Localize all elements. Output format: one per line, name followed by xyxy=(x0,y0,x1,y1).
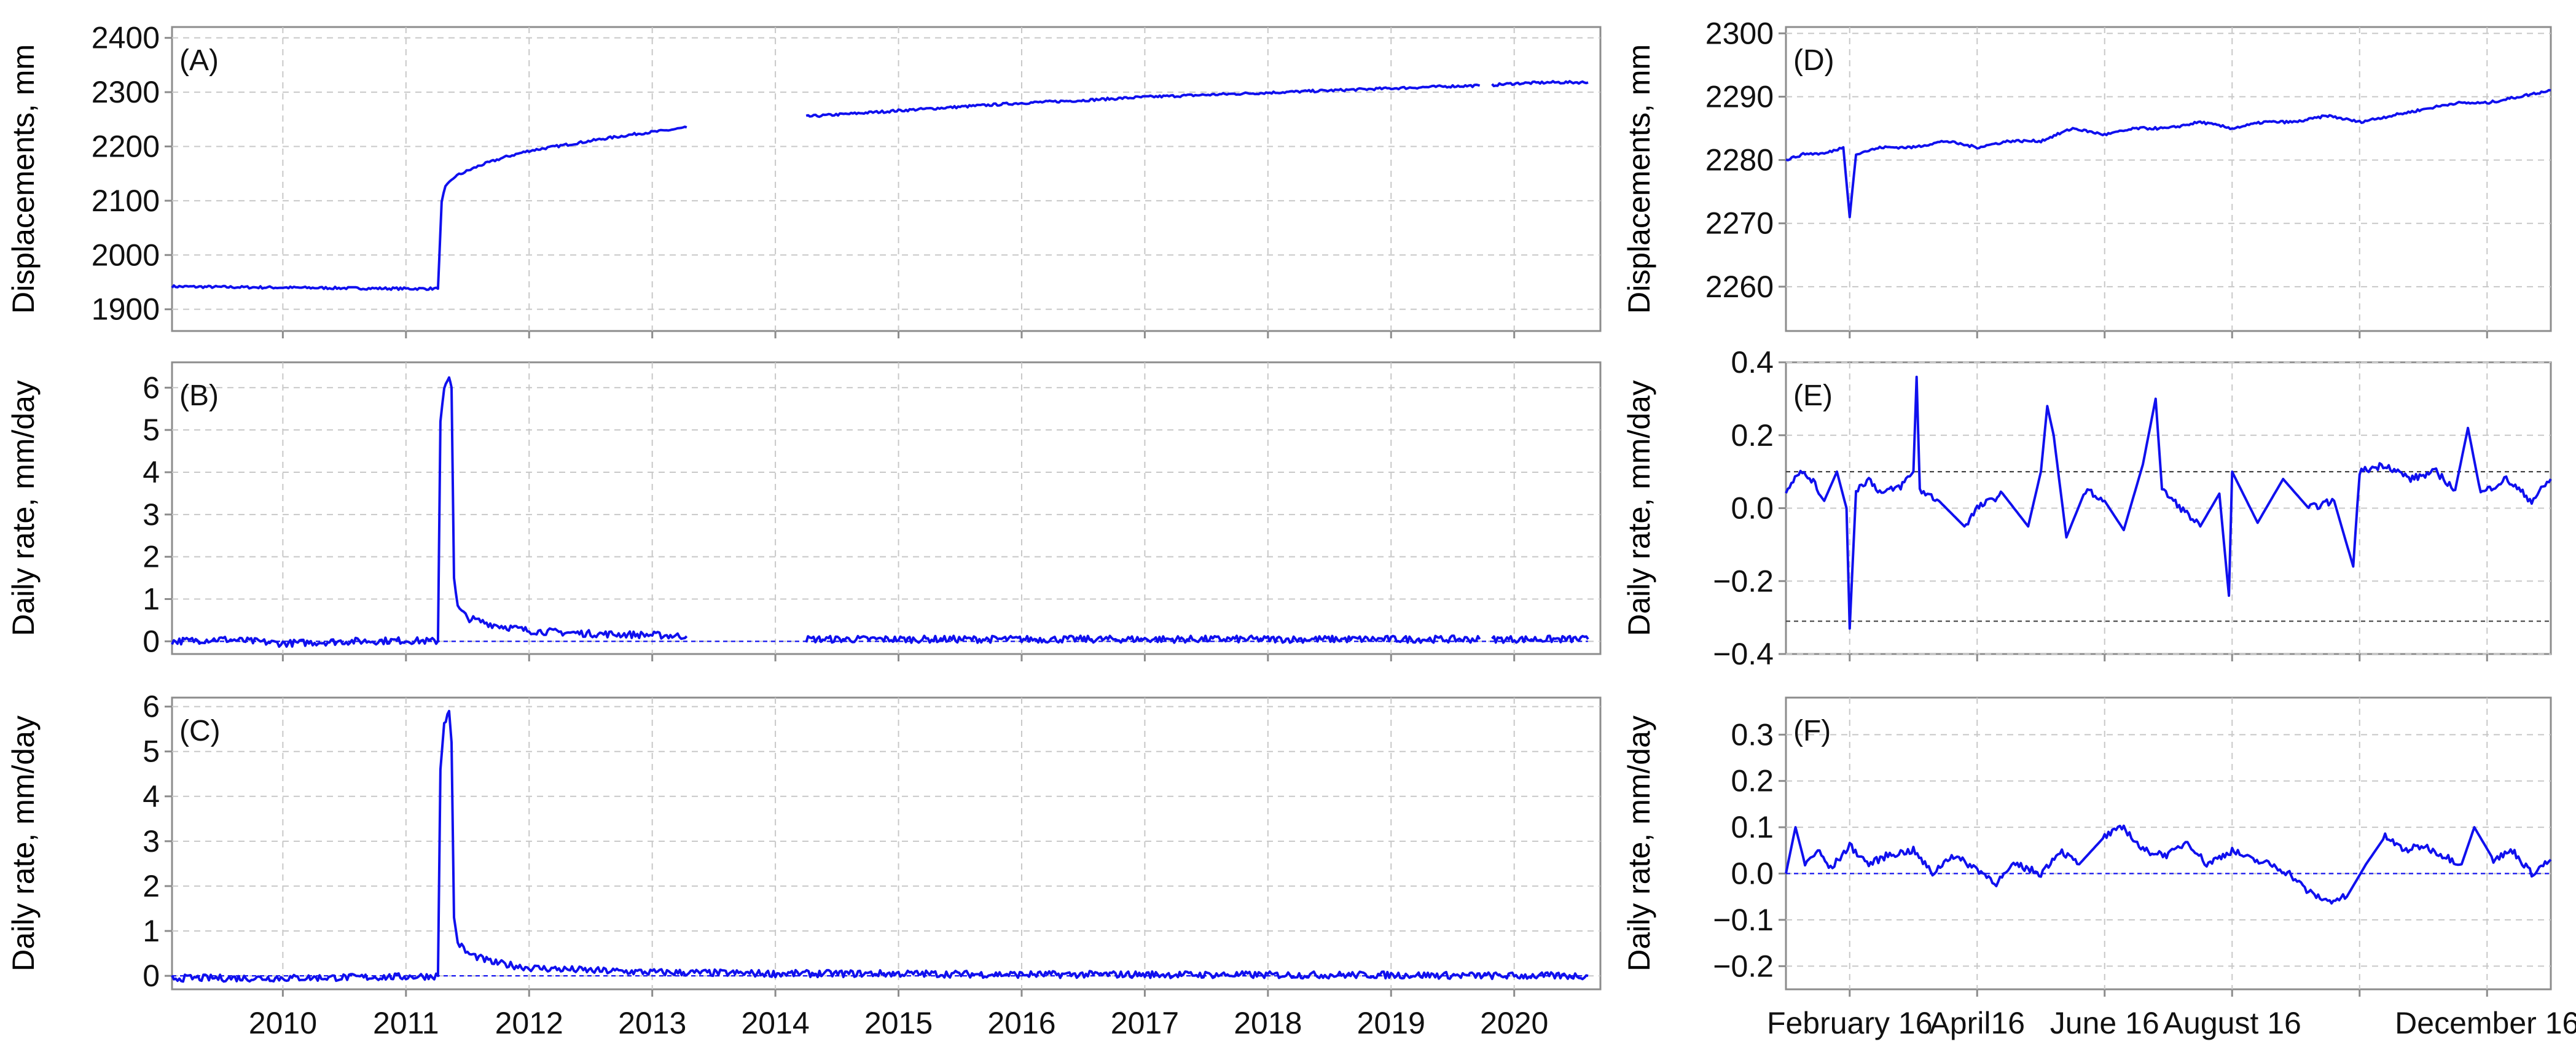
panel-f-ytick-label-0: −0.2 xyxy=(1713,949,1774,983)
panel-d-ylabel: Displacements, mm xyxy=(1622,44,1656,314)
panel-c-xtick-label-9: 2019 xyxy=(1357,1006,1425,1040)
panel-a-ytick-label-0: 1900 xyxy=(92,292,160,327)
panel-d-ytick-label-4: 2300 xyxy=(1705,16,1774,50)
panel-e-ytick-label-2: 0.0 xyxy=(1731,491,1774,526)
panel-e-ytick-label-3: 0.2 xyxy=(1731,418,1774,453)
panel-c-ytick-label-0: 0 xyxy=(143,959,160,993)
panel-c-xtick-label-5: 2015 xyxy=(864,1006,933,1040)
panel-c-xtick-label-0: 2010 xyxy=(249,1006,317,1040)
panel-a-ytick-label-5: 2400 xyxy=(92,21,160,55)
panel-b-frame xyxy=(171,361,1602,655)
panel-b-ylabel: Daily rate, mm/day xyxy=(6,380,41,636)
panel-e-ytick-label-0: −0.4 xyxy=(1713,637,1774,671)
panel-b-ytick-label-0: 0 xyxy=(143,624,160,658)
panel-b-series-0-segment-2 xyxy=(1491,634,1589,644)
panel-f-label: (F) xyxy=(1793,715,1831,747)
panel-d-ytick-label-3: 2290 xyxy=(1705,79,1774,114)
panel-d-ytick-label-0: 2260 xyxy=(1705,270,1774,304)
panel-b-label: (B) xyxy=(179,380,219,412)
panel-b-series-0-segment-1 xyxy=(805,634,1481,644)
panel-a-ytick-label-3: 2200 xyxy=(92,129,160,163)
panel-c-ytick-label-5: 5 xyxy=(143,734,160,769)
panel-f-ytick-label-1: −0.1 xyxy=(1713,903,1774,937)
panel-c-xtick-label-10: 2020 xyxy=(1480,1006,1548,1040)
panel-c-frame xyxy=(171,696,1602,991)
panel-c-series-0-segment-0 xyxy=(171,709,1589,983)
panel-b-ytick-label-3: 3 xyxy=(143,497,160,532)
panel-c-ytick-label-4: 4 xyxy=(143,779,160,814)
panel-e-label: (E) xyxy=(1793,380,1833,412)
panel-e-ylabel: Daily rate, mm/day xyxy=(1622,380,1656,636)
panel-b-ytick-label-6: 6 xyxy=(143,370,160,405)
panel-c-xtick-label-8: 2018 xyxy=(1234,1006,1302,1040)
panel-f-ytick-label-3: 0.1 xyxy=(1731,810,1774,844)
panel-a-ytick-label-4: 2300 xyxy=(92,75,160,109)
panel-a-ytick-label-1: 2000 xyxy=(92,238,160,272)
panel-a-label: (A) xyxy=(179,44,219,77)
panel-b-ytick-label-5: 5 xyxy=(143,413,160,447)
panel-b-series-0-segment-0 xyxy=(171,376,688,648)
panel-a-series-0-segment-2 xyxy=(1491,80,1589,88)
panel-f-xtick-label-2: June 16 xyxy=(2050,1006,2159,1040)
panel-a-frame xyxy=(171,26,1602,332)
panel-c-ytick-label-6: 6 xyxy=(143,690,160,724)
panel-c-ytick-label-1: 1 xyxy=(143,914,160,948)
panel-c-ytick-label-3: 3 xyxy=(143,824,160,859)
panel-d-ytick-label-2: 2280 xyxy=(1705,143,1774,177)
panel-c-xtick-label-2: 2012 xyxy=(495,1006,563,1040)
panel-f-frame xyxy=(1785,696,2552,991)
panel-f-series-0-segment-0 xyxy=(1785,824,2552,905)
panel-a-ytick-label-2: 2100 xyxy=(92,184,160,218)
panel-f-ytick-label-2: 0.0 xyxy=(1731,857,1774,891)
panel-f-ylabel: Daily rate, mm/day xyxy=(1622,715,1656,971)
panel-c-ytick-label-2: 2 xyxy=(143,869,160,903)
panel-d-series-0-segment-0 xyxy=(1785,88,2551,219)
panel-f-xtick-label-1: April16 xyxy=(1929,1006,2025,1040)
panel-e-series-0-segment-0 xyxy=(1785,375,2552,630)
panel-b-ytick-label-1: 1 xyxy=(143,582,160,617)
panel-f-xtick-label-3: August 16 xyxy=(2163,1006,2301,1040)
panel-b-ytick-label-2: 2 xyxy=(143,540,160,574)
panel-c-xtick-label-6: 2016 xyxy=(987,1006,1055,1040)
panel-c-xtick-label-1: 2011 xyxy=(373,1006,439,1040)
panel-f-ytick-label-4: 0.2 xyxy=(1731,764,1774,798)
panel-c-label: (C) xyxy=(179,715,221,747)
panel-c-xtick-label-4: 2014 xyxy=(741,1006,809,1040)
panel-e-ytick-label-4: 0.4 xyxy=(1731,345,1774,380)
panel-d-ytick-label-1: 2270 xyxy=(1705,206,1774,241)
panel-a-ylabel: Displacements, mm xyxy=(6,44,41,314)
panel-a-series-0-segment-1 xyxy=(805,84,1481,119)
panel-f-ytick-label-5: 0.3 xyxy=(1731,717,1774,752)
panel-a-series-0-segment-0 xyxy=(171,125,687,291)
panel-d-frame xyxy=(1785,26,2552,332)
panel-d-label: (D) xyxy=(1793,44,1834,77)
panel-f-xtick-label-4: December 16 xyxy=(2395,1006,2576,1040)
panel-c-xtick-label-3: 2013 xyxy=(618,1006,686,1040)
panel-c-ylabel: Daily rate, mm/day xyxy=(6,715,41,971)
panel-c-xtick-label-7: 2017 xyxy=(1111,1006,1179,1040)
panel-b-ytick-label-4: 4 xyxy=(143,455,160,489)
panel-f-xtick-label-0: February 16 xyxy=(1767,1006,1933,1040)
panel-e-ytick-label-1: −0.2 xyxy=(1713,564,1774,598)
